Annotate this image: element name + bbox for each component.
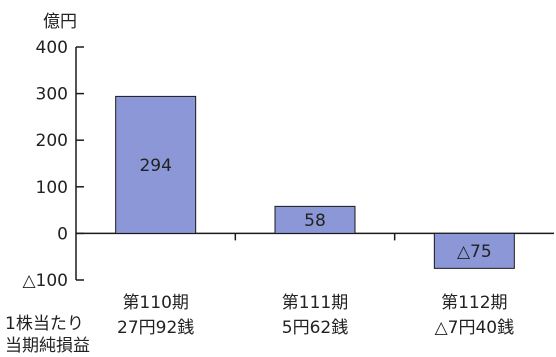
bar-value-label: 294 <box>139 156 171 176</box>
y-tick-label: 200 <box>36 131 68 151</box>
per-share-caption-line: 1株当たり <box>5 314 84 334</box>
y-tick-label: △100 <box>22 271 68 291</box>
per-share-value: 27円92銭 <box>117 318 194 338</box>
bar-value-label: 58 <box>304 211 326 231</box>
per-share-value: 5円62銭 <box>282 318 348 338</box>
per-share-value: △7円40銭 <box>435 318 515 338</box>
category-label: 第110期 <box>122 293 188 313</box>
bar-value-label: △75 <box>457 242 492 262</box>
y-tick-label: 0 <box>57 224 68 244</box>
per-share-caption-line: 当期純損益 <box>5 336 90 353</box>
y-tick-label: 100 <box>36 178 68 198</box>
labels: 億円 400 300 200 100 0 △100 294 第110期 27円92銭 58 第111期… <box>5 12 515 356</box>
y-tick-label: 300 <box>36 85 68 105</box>
y-axis-unit-label: 億円 <box>43 12 77 32</box>
y-tick-label: 400 <box>36 38 68 58</box>
bar-2 <box>274 205 356 234</box>
bar-3 <box>433 232 515 269</box>
category-label: 第112期 <box>441 293 507 313</box>
category-label: 第111期 <box>282 293 348 313</box>
bar-1 <box>115 95 197 234</box>
bars <box>115 95 515 269</box>
